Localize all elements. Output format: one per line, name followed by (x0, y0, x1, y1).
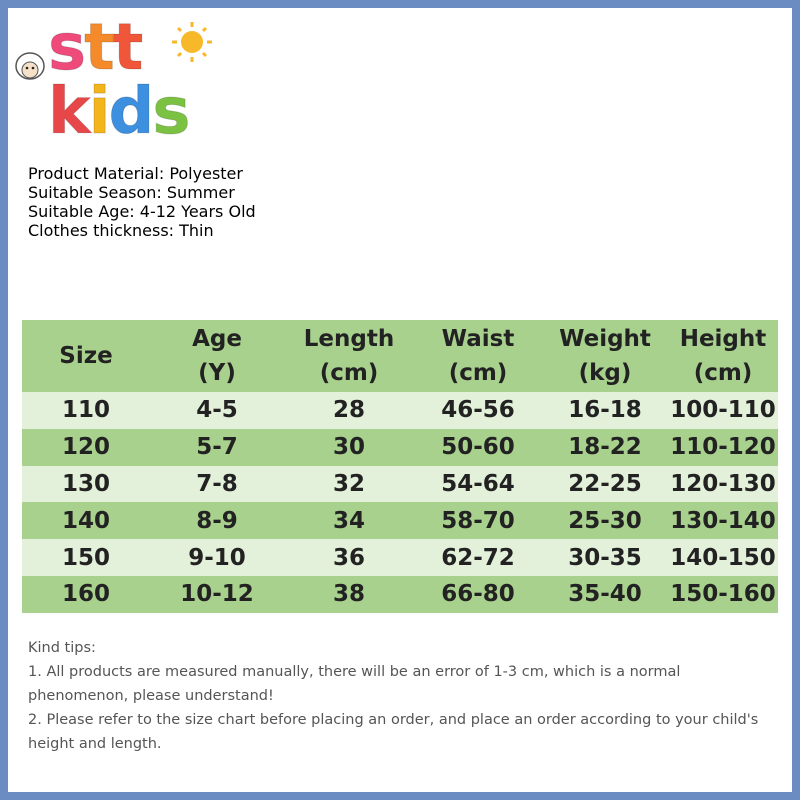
logo-letter: s (152, 75, 191, 149)
table-cell: 130 (22, 465, 150, 503)
header-text: (kg) (578, 360, 632, 386)
logo-letter: s (47, 11, 86, 85)
info-line: Product Material: Polyester (28, 164, 243, 183)
table-cell: 54-64 (414, 465, 542, 503)
table-cell: 38 (284, 575, 414, 613)
table-cell: 4-5 (150, 392, 284, 429)
logo-line: kids (48, 80, 191, 145)
info-line: Clothes thickness: Thin (28, 221, 214, 240)
table-row: 110 4-5 28 46-56 16-18 100-110 (22, 392, 778, 429)
logo-letter: k (48, 75, 92, 149)
table-cell: 58-70 (414, 502, 542, 540)
header-cell: Age (Y) (150, 320, 284, 392)
table-cell: 110 (22, 392, 150, 429)
header-cell: Weight (kg) (542, 320, 668, 392)
table-cell: 18-22 (542, 428, 668, 466)
size-table: Size Age (Y) Length (cm) Waist (cm) Weight (kg) H… (22, 320, 778, 613)
tip-item: 2. Please refer to the size chart before… (28, 712, 759, 752)
logo-line: stt (47, 16, 188, 81)
product-info: Product Material: Polyester Suitable Seas… (28, 164, 256, 240)
table-cell: 30-35 (542, 539, 668, 576)
info-line: Suitable Age: 4-12 Years Old (28, 202, 256, 221)
tip-item: 1. All products are measured manually, t… (28, 664, 681, 704)
table-cell: 50-60 (414, 428, 542, 466)
header-cell: Length (cm) (284, 320, 414, 392)
table-cell: 62-72 (414, 539, 542, 576)
table-row: 140 8-9 34 58-70 25-30 130-140 (22, 502, 778, 540)
table-cell: 160 (22, 575, 150, 613)
table-row: 150 9-10 36 62-72 30-35 140-150 (22, 539, 778, 576)
table-cell: 25-30 (542, 502, 668, 540)
logo: stt kids (47, 16, 191, 145)
header-cell: Waist (cm) (414, 320, 542, 392)
header-text: Length (303, 326, 395, 352)
header-text: (cm) (319, 360, 379, 386)
table-cell: 120 (22, 428, 150, 466)
info-line: Suitable Season: Summer (28, 183, 235, 202)
header-text: (cm) (693, 360, 753, 386)
table-cell: 22-25 (542, 465, 668, 503)
table-cell: 100-110 (668, 392, 778, 429)
table-cell: 110-120 (668, 428, 778, 466)
logo-letter: t (84, 11, 116, 85)
table-cell: 150 (22, 539, 150, 576)
header-text: Waist (441, 326, 515, 352)
table-cell: 5-7 (150, 428, 284, 466)
table-cell: 46-56 (414, 392, 542, 429)
table-body: 110 4-5 28 46-56 16-18 100-110 120 5-7 30 50-60 18… (22, 392, 778, 613)
table-cell: 34 (284, 502, 414, 540)
table-cell: 150-160 (668, 575, 778, 613)
table-cell: 130-140 (668, 502, 778, 540)
table-cell: 36 (284, 539, 414, 576)
logo-letter: t (112, 11, 144, 85)
table-cell: 28 (284, 392, 414, 429)
table-cell: 10-12 (150, 575, 284, 613)
logo-letter: d (108, 75, 155, 149)
table-header: Size Age (Y) Length (cm) Waist (cm) Weight (kg) H… (22, 320, 778, 392)
table-cell: 32 (284, 465, 414, 503)
table-cell: 9-10 (150, 539, 284, 576)
table-cell: 66-80 (414, 575, 542, 613)
header-cell: Height (cm) (668, 320, 778, 392)
sheep (15, 52, 45, 80)
table-cell: 140 (22, 502, 150, 540)
header-text: Size (59, 343, 113, 369)
sun (172, 22, 212, 62)
table-row: 130 7-8 32 54-64 22-25 120-130 (22, 465, 778, 503)
header-text: (cm) (448, 360, 508, 386)
logo-icons (15, 22, 212, 80)
table-cell: 30 (284, 428, 414, 466)
table-cell: 35-40 (542, 575, 668, 613)
header-text: (Y) (198, 360, 236, 386)
table-cell: 8-9 (150, 502, 284, 540)
tips-title: Kind tips: (28, 640, 96, 656)
table-cell: 16-18 (542, 392, 668, 429)
header-cell: Size (22, 320, 150, 392)
table-row: 120 5-7 30 50-60 18-22 110-120 (22, 428, 778, 466)
header-text: Age (192, 326, 242, 352)
header-text: Weight (559, 326, 651, 352)
table-row: 160 10-12 38 66-80 35-40 150-160 (22, 575, 778, 613)
tips: Kind tips: 1. All products are measured … (28, 636, 780, 756)
logo-letter: i (88, 75, 111, 149)
table-cell: 140-150 (668, 539, 778, 576)
table-cell: 120-130 (668, 465, 778, 503)
header-text: Height (679, 326, 767, 352)
table-cell: 7-8 (150, 465, 284, 503)
